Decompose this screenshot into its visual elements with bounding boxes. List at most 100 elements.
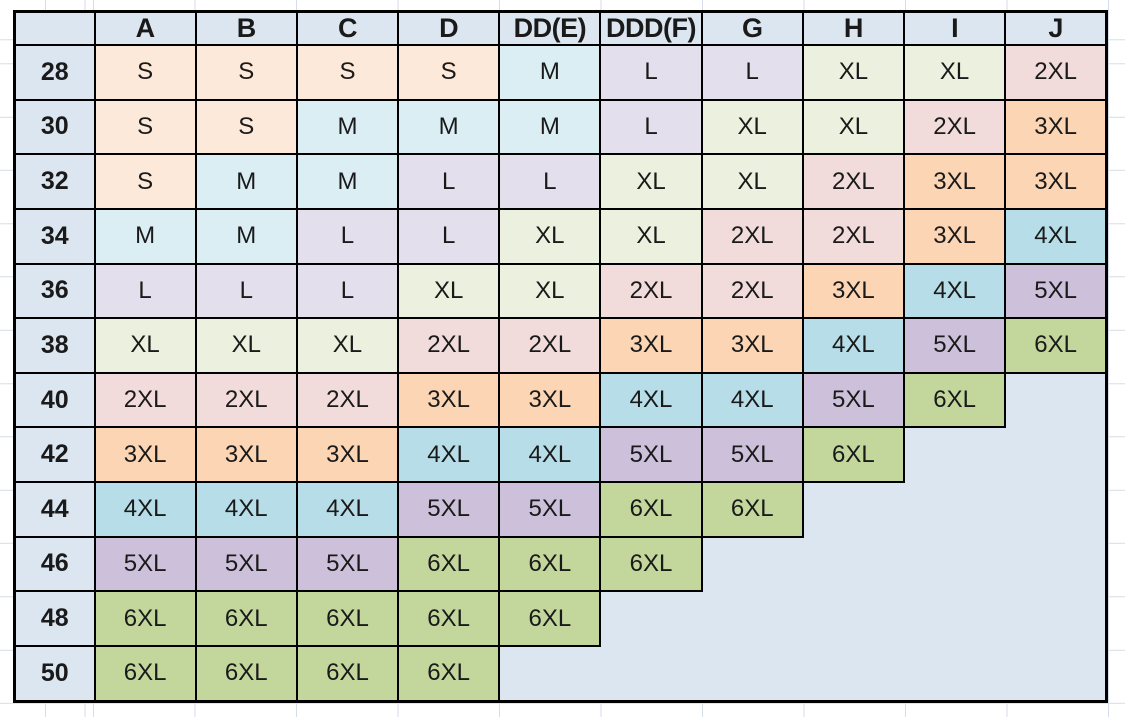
size-cell[interactable]: 6XL (397, 644, 501, 703)
size-cell[interactable]: M (498, 44, 602, 101)
size-cell[interactable] (701, 536, 803, 592)
size-cell[interactable]: 2XL (397, 317, 501, 374)
column-header-c[interactable]: C (295, 10, 400, 46)
size-cell[interactable]: 4XL (295, 481, 400, 538)
row-header-42[interactable]: 42 (13, 426, 96, 483)
size-cell[interactable]: 2XL (902, 98, 1007, 156)
row-header-30[interactable]: 30 (13, 98, 96, 156)
size-cell[interactable]: 5XL (498, 481, 602, 538)
row-header-36[interactable]: 36 (13, 262, 96, 320)
size-cell[interactable] (904, 591, 1006, 646)
size-cell[interactable]: 6XL (1004, 317, 1108, 374)
size-cell[interactable]: 3XL (194, 426, 298, 483)
size-cell[interactable]: XL (700, 98, 804, 156)
size-cell[interactable]: 6XL (599, 535, 703, 593)
size-cell[interactable] (701, 591, 803, 646)
size-cell[interactable]: 2XL (700, 262, 804, 320)
size-cell[interactable]: XL (93, 317, 197, 374)
size-cell[interactable]: 4XL (498, 426, 602, 483)
size-cell[interactable]: XL (295, 317, 400, 374)
size-cell[interactable]: S (397, 44, 501, 101)
size-cell[interactable]: XL (498, 207, 602, 265)
size-cell[interactable]: 3XL (599, 317, 703, 374)
column-header-b[interactable]: B (194, 10, 298, 46)
row-header-46[interactable]: 46 (13, 535, 96, 593)
row-header-40[interactable]: 40 (13, 371, 96, 429)
size-cell[interactable]: 5XL (397, 481, 501, 538)
size-cell[interactable]: 3XL (902, 153, 1007, 210)
size-cell[interactable]: XL (194, 317, 298, 374)
row-header-48[interactable]: 48 (13, 590, 96, 647)
size-cell[interactable]: XL (801, 44, 906, 101)
size-cell[interactable]: L (295, 207, 400, 265)
size-cell[interactable]: M (498, 98, 602, 156)
size-cell[interactable]: L (295, 262, 400, 320)
size-cell[interactable]: L (498, 153, 602, 210)
size-cell[interactable] (1005, 591, 1107, 646)
size-cell[interactable]: 3XL (801, 262, 906, 320)
size-cell[interactable]: 6XL (498, 535, 602, 593)
size-cell[interactable]: 6XL (295, 644, 400, 703)
size-cell[interactable]: 5XL (599, 426, 703, 483)
size-cell[interactable] (1005, 645, 1107, 702)
size-cell[interactable]: M (397, 98, 501, 156)
size-cell[interactable] (600, 645, 702, 702)
size-cell[interactable]: 6XL (397, 535, 501, 593)
column-header-h[interactable]: H (801, 10, 906, 46)
row-header-50[interactable]: 50 (13, 644, 96, 703)
size-cell[interactable]: 6XL (194, 590, 298, 647)
size-cell[interactable] (802, 591, 904, 646)
row-header-28[interactable]: 28 (13, 44, 96, 101)
size-cell[interactable] (1005, 536, 1107, 592)
size-cell[interactable]: 3XL (700, 317, 804, 374)
size-cell[interactable]: 4XL (93, 481, 197, 538)
column-header-j[interactable]: J (1004, 10, 1108, 46)
size-cell[interactable] (904, 645, 1006, 702)
size-cell[interactable]: S (93, 44, 197, 101)
size-cell[interactable]: 4XL (194, 481, 298, 538)
size-cell[interactable]: 2XL (801, 153, 906, 210)
size-cell[interactable]: L (397, 207, 501, 265)
size-cell[interactable]: XL (599, 153, 703, 210)
row-header-38[interactable]: 38 (13, 317, 96, 374)
size-cell[interactable] (904, 536, 1006, 592)
column-header-d[interactable]: D (397, 10, 501, 46)
size-cell[interactable]: L (599, 98, 703, 156)
size-cell[interactable]: S (194, 44, 298, 101)
size-cell[interactable]: M (194, 207, 298, 265)
size-cell[interactable]: S (93, 98, 197, 156)
size-cell[interactable]: S (93, 153, 197, 210)
size-cell[interactable]: 3XL (498, 371, 602, 429)
size-cell[interactable]: XL (801, 98, 906, 156)
size-cell[interactable]: XL (700, 153, 804, 210)
size-cell[interactable]: XL (599, 207, 703, 265)
size-cell[interactable]: 2XL (295, 371, 400, 429)
size-cell[interactable]: 5XL (93, 535, 197, 593)
size-cell[interactable]: L (194, 262, 298, 320)
size-cell[interactable]: XL (498, 262, 602, 320)
size-cell[interactable]: 5XL (801, 371, 906, 429)
size-cell[interactable] (600, 591, 702, 646)
size-cell[interactable]: 4XL (801, 317, 906, 374)
size-cell[interactable]: 2XL (498, 317, 602, 374)
size-cell[interactable]: 4XL (1004, 207, 1108, 265)
size-cell[interactable]: 6XL (599, 481, 703, 538)
size-cell[interactable] (802, 482, 904, 537)
size-cell[interactable]: 4XL (599, 371, 703, 429)
size-cell[interactable]: M (93, 207, 197, 265)
size-cell[interactable]: 3XL (1004, 153, 1108, 210)
size-cell[interactable]: L (700, 44, 804, 101)
size-cell[interactable]: 3XL (902, 207, 1007, 265)
size-cell[interactable]: 3XL (1004, 98, 1108, 156)
size-cell[interactable]: 6XL (498, 590, 602, 647)
size-cell[interactable]: 5XL (700, 426, 804, 483)
size-cell[interactable] (904, 482, 1006, 537)
size-cell[interactable] (1005, 482, 1107, 537)
column-header-g[interactable]: G (700, 10, 804, 46)
size-cell[interactable]: 2XL (700, 207, 804, 265)
size-cell[interactable]: 5XL (194, 535, 298, 593)
size-cell[interactable]: 4XL (902, 262, 1007, 320)
size-cell[interactable]: 2XL (93, 371, 197, 429)
size-cell[interactable]: 5XL (295, 535, 400, 593)
size-cell[interactable]: 6XL (902, 371, 1007, 429)
